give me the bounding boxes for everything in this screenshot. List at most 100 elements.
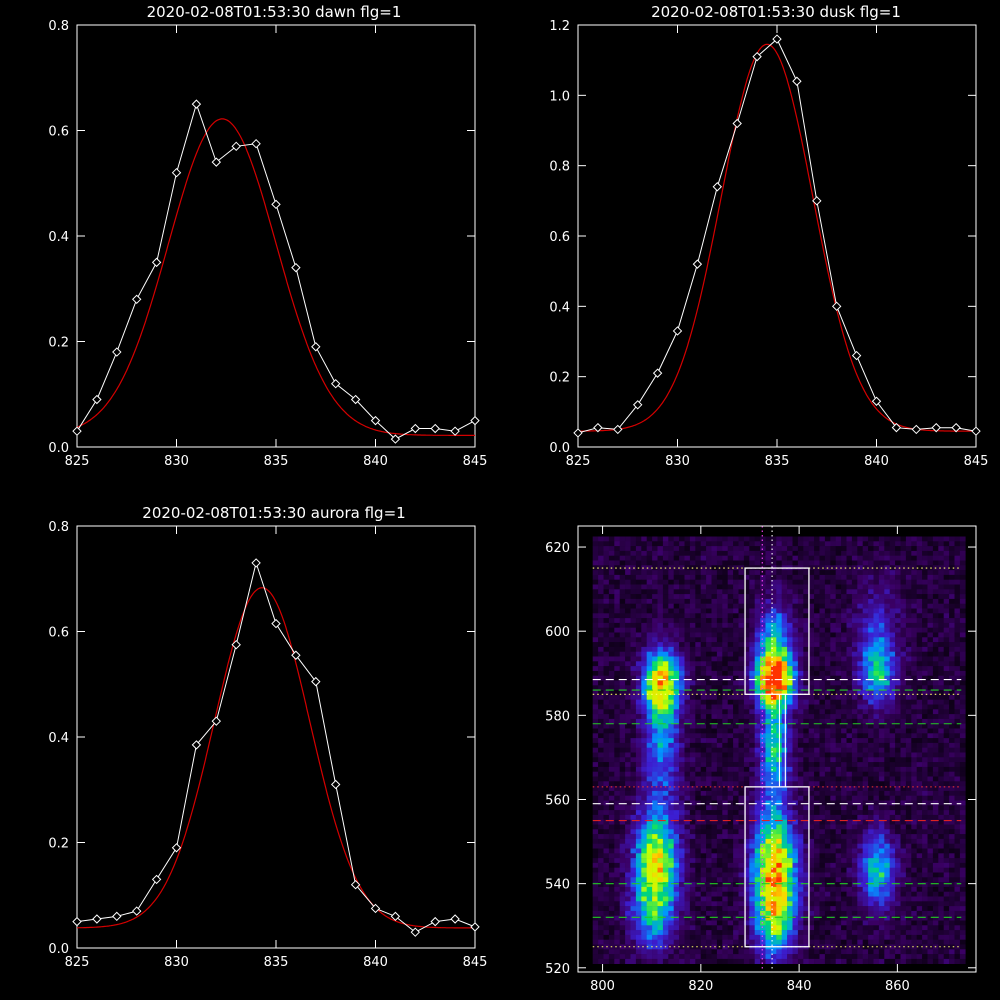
- heatmap-cell: [814, 795, 820, 801]
- heatmap-cell: [830, 848, 836, 854]
- heatmap-cell: [700, 598, 707, 604]
- heatmap-cell: [765, 800, 772, 806]
- heatmap-cell: [700, 589, 707, 595]
- heatmap-cell: [689, 541, 696, 547]
- heatmap-cell: [614, 690, 620, 696]
- heatmap-cell: [711, 834, 718, 840]
- heatmap-cell: [803, 824, 809, 830]
- heatmap-cell: [733, 728, 739, 734]
- heatmap-cell: [673, 579, 680, 585]
- heatmap-cell: [868, 795, 874, 801]
- heatmap-cell: [797, 666, 804, 672]
- heatmap-cell: [641, 555, 647, 561]
- heatmap-cell: [679, 598, 685, 604]
- heatmap-cell: [776, 598, 782, 604]
- heatmap-cell: [722, 858, 728, 864]
- heatmap-cell: [711, 771, 718, 777]
- heatmap-cell: [716, 800, 723, 806]
- heatmap-cell: [862, 757, 869, 763]
- heatmap-cell: [657, 814, 664, 820]
- heatmap-cell: [895, 584, 901, 590]
- heatmap-cell: [949, 838, 955, 844]
- heatmap-cell: [770, 733, 777, 739]
- heatmap-cell: [743, 704, 750, 710]
- heatmap-cell: [760, 589, 766, 595]
- heatmap-cell: [959, 848, 966, 854]
- heatmap-cell: [716, 843, 723, 849]
- heatmap-cell: [592, 776, 599, 782]
- heatmap-cell: [662, 862, 669, 868]
- heatmap-cell: [943, 574, 950, 580]
- heatmap-cell: [938, 757, 944, 763]
- heatmap-cell: [927, 728, 934, 734]
- heatmap-cell: [716, 546, 723, 552]
- heatmap-cell: [657, 546, 664, 552]
- heatmap-cell: [716, 598, 723, 604]
- heatmap-cell: [619, 694, 626, 700]
- heatmap-cell: [716, 632, 723, 638]
- heatmap-cell: [765, 718, 772, 724]
- heatmap-cell: [749, 781, 755, 787]
- heatmap-cell: [641, 757, 647, 763]
- heatmap-cell: [722, 651, 728, 657]
- heatmap-cell: [911, 858, 917, 864]
- heatmap-cell: [635, 862, 642, 868]
- heatmap-cell: [857, 843, 863, 849]
- heatmap-cell: [765, 589, 772, 595]
- heatmap-cell: [673, 565, 680, 571]
- heatmap-cell: [765, 637, 772, 643]
- heatmap-cell: [938, 800, 944, 806]
- heatmap-cell: [884, 805, 890, 811]
- heatmap-cell: [706, 819, 712, 825]
- heatmap-cell: [603, 661, 610, 667]
- heatmap-cell: [776, 632, 782, 638]
- heatmap-cell: [878, 570, 885, 576]
- heatmap-cell: [819, 550, 826, 556]
- heatmap-cell: [630, 690, 637, 696]
- heatmap-cell: [895, 570, 901, 576]
- heatmap-cell: [873, 699, 880, 705]
- heatmap-cell: [878, 613, 885, 619]
- heatmap-cell: [857, 661, 863, 667]
- heatmap-cell: [614, 637, 620, 643]
- heatmap-cell: [608, 670, 615, 676]
- heatmap-cell: [673, 867, 680, 873]
- heatmap-cell: [738, 805, 745, 811]
- heatmap-cell: [846, 632, 853, 638]
- heatmap-cell: [851, 714, 858, 720]
- heatmap-cell: [614, 699, 620, 705]
- heatmap-cell: [922, 709, 928, 715]
- heatmap-cell: [797, 574, 804, 580]
- heatmap-cell: [749, 570, 755, 576]
- heatmap-cell: [841, 661, 847, 667]
- heatmap-cell: [835, 574, 842, 580]
- heatmap-cell: [646, 622, 653, 628]
- heatmap-cell: [797, 752, 804, 758]
- heatmap-cell: [706, 546, 712, 552]
- heatmap-cell: [814, 709, 820, 715]
- heatmap-cell: [673, 838, 680, 844]
- heatmap-cell: [679, 733, 685, 739]
- heatmap-cell: [862, 642, 869, 648]
- heatmap-cell: [851, 858, 858, 864]
- heatmap-cell: [743, 762, 750, 768]
- heatmap-cell: [873, 632, 880, 638]
- heatmap-cell: [625, 565, 631, 571]
- heatmap-cell: [727, 627, 734, 633]
- heatmap-cell: [835, 565, 842, 571]
- dusk-data-point: [652, 368, 663, 378]
- heatmap-cell: [927, 594, 934, 600]
- heatmap-cell: [808, 694, 815, 700]
- heatmap-cell: [760, 603, 766, 609]
- heatmap-cell: [684, 579, 691, 585]
- heatmap-cell: [803, 704, 809, 710]
- heatmap-cell: [895, 771, 901, 777]
- heatmap-cell: [743, 675, 750, 681]
- heatmap-cell: [765, 752, 772, 758]
- heatmap-cell: [679, 853, 685, 859]
- heatmap-cell: [787, 579, 793, 585]
- heatmap-cell: [932, 646, 939, 652]
- heatmap-cell: [851, 541, 858, 547]
- heatmap-cell: [808, 800, 815, 806]
- heatmap-cell: [668, 747, 674, 753]
